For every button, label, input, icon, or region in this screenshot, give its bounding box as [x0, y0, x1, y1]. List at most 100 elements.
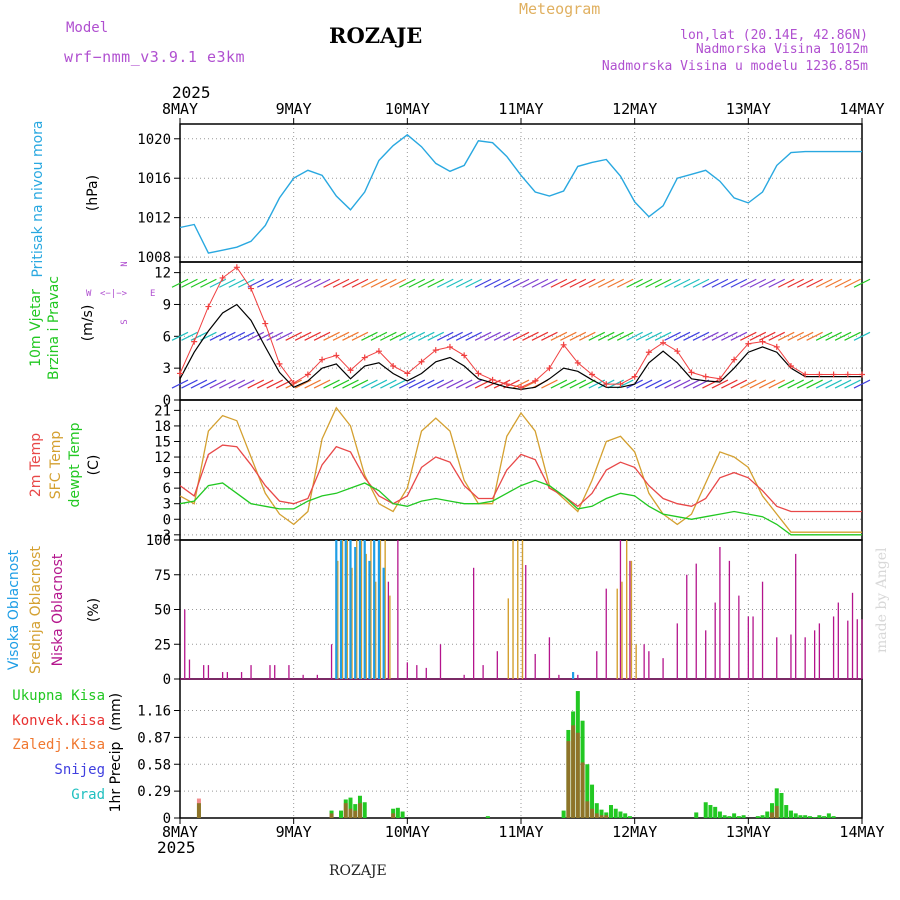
y-tick-label: 12 [154, 450, 171, 466]
precip-total-bar [594, 803, 599, 818]
wind-barb [190, 278, 208, 288]
wind-barb [181, 331, 198, 341]
precip-total-bar [760, 815, 765, 818]
wind-barb [654, 331, 672, 341]
wind-barb [664, 278, 681, 288]
wind-barb [673, 278, 691, 288]
wind-barb [673, 379, 691, 389]
wind-barb [238, 331, 255, 341]
temp2m-line [179, 444, 862, 513]
wind-barb [664, 331, 681, 341]
precip-total-bar [708, 805, 713, 818]
wind-barb [664, 379, 681, 389]
precip-total-bar [722, 815, 727, 818]
precip-total-bar [339, 810, 344, 818]
wind-barb [834, 278, 852, 288]
gust-marker [603, 381, 610, 388]
precip-total-bar [623, 813, 628, 818]
wind-barb [408, 331, 426, 341]
wind-barb [597, 331, 615, 341]
wind-barb [522, 331, 539, 341]
gust-marker [802, 371, 809, 378]
x-tick-label-bottom: 14MAY [839, 823, 884, 841]
gust-marker [489, 376, 496, 383]
precip-total-bar [362, 802, 367, 818]
wind-barb [541, 379, 558, 389]
y-tick-label: 0.58 [137, 757, 171, 773]
precip-convective-bar [348, 808, 353, 818]
wind-barb [654, 379, 672, 389]
date-axis: 2025 2025 8MAY 8MAY 9MAY 9MAY 10MAY 10MAY 11MA… [157, 83, 885, 857]
precip-convective-bar [357, 803, 362, 818]
model-name: wrf−nmm_v3.9.1 e3km [64, 48, 245, 66]
x-tick-label-bottom: 10MAY [385, 823, 430, 841]
wind-barb [541, 331, 558, 341]
precip-total-bar [784, 805, 789, 818]
precip-total-bar [395, 807, 400, 818]
gust-marker [674, 348, 681, 355]
wind-barb [361, 379, 378, 389]
precip-total-bar [585, 764, 590, 818]
y-tick-label: 100 [146, 533, 171, 549]
wind-barb [389, 379, 407, 389]
wind-barb [380, 331, 397, 341]
wind-barb [749, 331, 767, 341]
y-tick-label: 12 [154, 266, 171, 282]
svg-text:E: E [150, 289, 155, 299]
precip-convective-bar [590, 808, 595, 818]
wind-barb [304, 278, 321, 288]
wind-barb [635, 331, 653, 341]
y-tick-label: 1012 [137, 211, 171, 227]
wind-barb [219, 278, 236, 288]
wind-barb [351, 379, 369, 389]
wind-barb [171, 331, 189, 341]
y-tick-label: 0.87 [137, 730, 171, 746]
gust-marker [631, 373, 638, 380]
gust-marker [248, 285, 255, 292]
wind-barb [844, 331, 861, 341]
y-tick-label: 25 [154, 637, 171, 653]
precip-total-bar [485, 816, 490, 818]
wind-barb [806, 278, 823, 288]
x-tick-label-bottom: 12MAY [612, 823, 657, 841]
y-tick-label: 6 [163, 481, 171, 497]
svg-text:<−|−>: <−|−> [100, 289, 128, 299]
precip-total-bar [713, 806, 718, 818]
wind-barb [275, 278, 293, 288]
precip-total-bar [703, 802, 708, 818]
wind-barb [238, 379, 255, 389]
precip-convective-bar [575, 732, 580, 818]
svg-text:N: N [120, 261, 130, 266]
gust-marker [319, 356, 326, 363]
gust-marker [660, 339, 667, 346]
y-tick-label: 1020 [137, 132, 171, 148]
pressure-unit: (hPa) [85, 175, 101, 211]
gust-marker [432, 347, 439, 354]
wind-barb [256, 379, 274, 389]
wind-barb [635, 379, 653, 389]
gust-marker [262, 320, 269, 327]
dewpt-line [179, 479, 862, 536]
wind-barb [323, 379, 340, 389]
gust-marker [844, 371, 851, 378]
x-tick-label-top: 13MAY [726, 100, 771, 118]
dewpt-title: dewpt Temp [67, 422, 83, 507]
wind-barb [200, 278, 217, 288]
precip-convective-bar [566, 741, 571, 818]
gust-marker [290, 380, 297, 387]
x-tick-label-top: 8MAY [162, 100, 198, 118]
wind-barb [238, 278, 255, 288]
wind-barb [777, 278, 795, 288]
precip-total-bar [741, 815, 746, 818]
wind-barb [853, 379, 871, 389]
wind-barb [730, 331, 748, 341]
wind-barb [418, 331, 435, 341]
y-tick-label: 50 [154, 603, 171, 619]
gust-line [179, 266, 862, 388]
wind-barb [626, 278, 643, 288]
wind-barb [247, 379, 265, 389]
wind-barb [749, 379, 767, 389]
svg-text:S: S [120, 319, 130, 324]
wind-barb [787, 278, 804, 288]
